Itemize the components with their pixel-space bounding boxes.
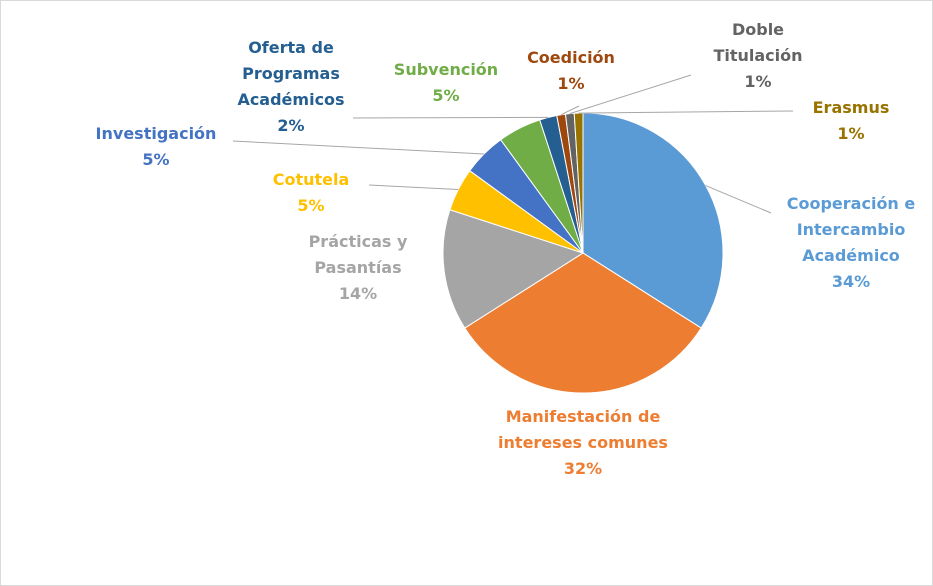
slice-label: Manifestación de intereses comunes 32% <box>498 404 668 482</box>
category-label: Erasmus <box>812 98 890 117</box>
value-label: 1% <box>837 124 865 143</box>
category-label: Investigación <box>95 124 217 143</box>
value-label: 32% <box>563 459 603 478</box>
leader-line <box>705 185 772 214</box>
leader-line <box>569 74 692 115</box>
slice-label: Erasmus 1% <box>796 95 906 147</box>
value-label: 5% <box>142 150 170 169</box>
leader-line <box>560 105 580 116</box>
leader-line <box>578 110 794 114</box>
slice-label: Investigación 5% <box>81 121 231 173</box>
slice-label: Doble Titulación 1% <box>698 17 818 95</box>
value-label: 5% <box>432 86 460 105</box>
category-label: Coedición <box>527 48 615 67</box>
value-label: 14% <box>338 284 378 303</box>
value-label: 1% <box>557 74 585 93</box>
leader-line <box>232 140 485 155</box>
value-label: 2% <box>277 116 305 135</box>
slice-label: Cooperación e Intercambio Académico 34% <box>766 191 932 295</box>
value-label: 5% <box>297 196 325 215</box>
category-label: Cooperación e Intercambio Académico <box>786 194 916 265</box>
pie-slice <box>442 209 585 329</box>
slice-label: Subvención 5% <box>386 57 506 109</box>
slice-label: Prácticas y Pasantías 14% <box>288 229 428 307</box>
value-label: 1% <box>744 72 772 91</box>
slice-label: Coedición 1% <box>511 45 631 97</box>
category-label: Oferta de Programas Académicos <box>237 38 345 109</box>
slice-label: Cotutela 5% <box>251 167 371 219</box>
category-label: Prácticas y Pasantías <box>308 232 408 277</box>
leader-line <box>368 184 459 190</box>
pie-slice <box>464 252 702 394</box>
pie-slice <box>582 112 724 329</box>
slice-label: Oferta de Programas Académicos 2% <box>221 35 361 139</box>
category-label: Manifestación de intereses comunes <box>498 407 668 452</box>
leader-line <box>352 116 549 119</box>
category-label: Cotutela <box>272 170 350 189</box>
category-label: Doble Titulación <box>713 20 803 65</box>
value-label: 34% <box>831 272 871 291</box>
category-label: Subvención <box>393 60 499 79</box>
